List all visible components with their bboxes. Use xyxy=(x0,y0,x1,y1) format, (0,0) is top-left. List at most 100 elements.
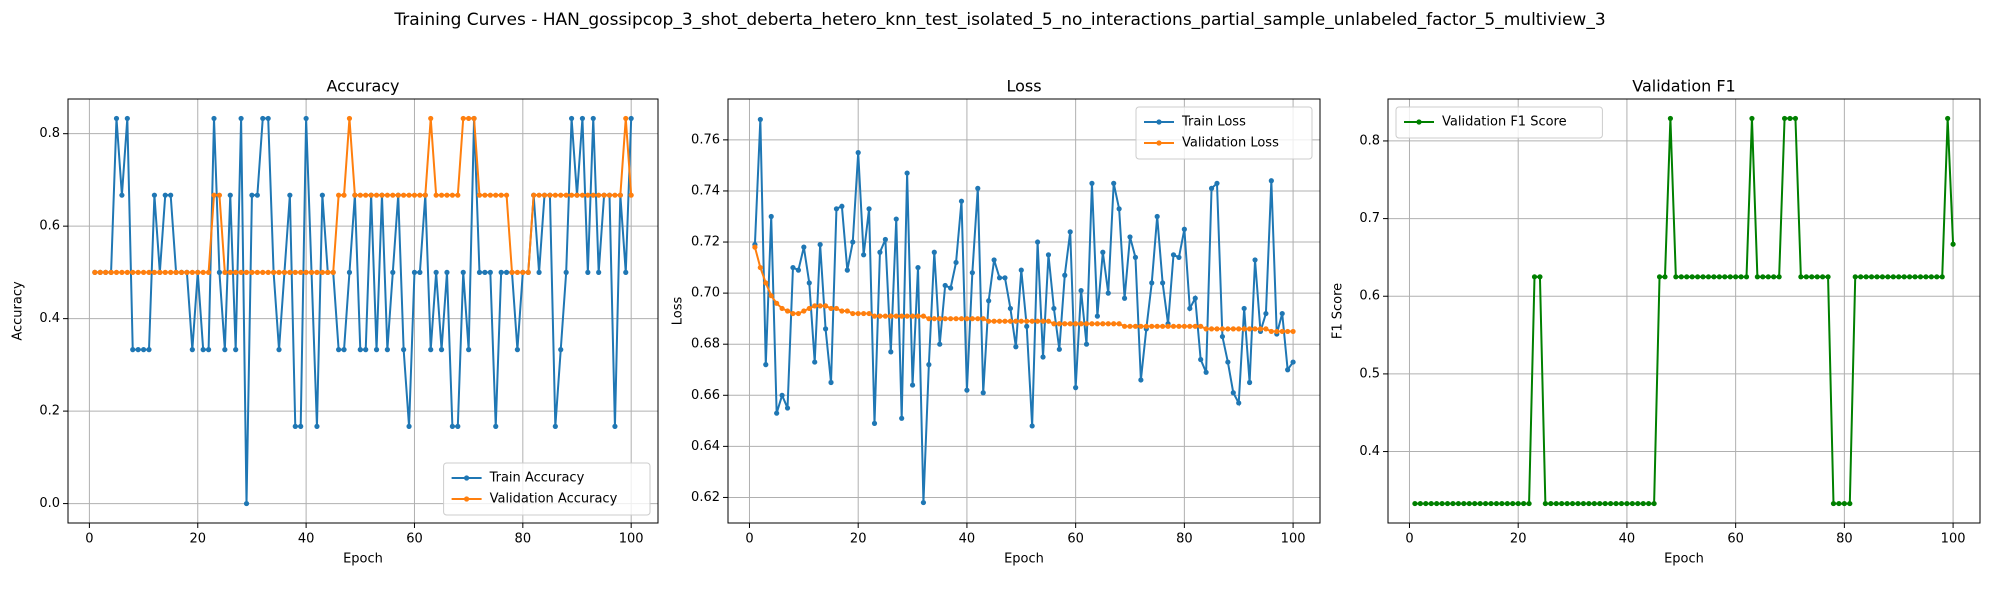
data-point xyxy=(563,269,569,275)
data-point xyxy=(1450,500,1456,507)
data-point xyxy=(1002,275,1008,281)
data-point xyxy=(861,310,867,317)
data-point xyxy=(558,347,564,353)
data-point xyxy=(460,269,466,275)
legend: Train Loss Validation Loss xyxy=(1135,106,1313,160)
data-point xyxy=(319,192,325,198)
data-point xyxy=(227,269,233,275)
y-axis-label: Loss xyxy=(671,297,686,326)
data-point xyxy=(1160,323,1166,329)
data-point xyxy=(205,347,212,353)
data-point xyxy=(119,192,125,198)
data-point xyxy=(828,379,834,386)
data-point xyxy=(1073,385,1079,391)
data-point xyxy=(877,249,883,255)
data-point xyxy=(991,318,997,324)
data-point xyxy=(855,150,861,156)
data-point xyxy=(806,305,812,312)
data-point xyxy=(113,269,120,275)
data-point xyxy=(1472,500,1478,507)
data-point xyxy=(1781,115,1788,122)
data-point xyxy=(1154,323,1160,329)
data-point xyxy=(1939,274,1945,280)
data-point xyxy=(292,269,298,275)
data-point xyxy=(784,308,791,314)
data-point xyxy=(1274,328,1280,335)
data-point xyxy=(1132,323,1139,329)
data-point xyxy=(130,269,136,275)
data-point xyxy=(1279,310,1285,317)
data-point xyxy=(482,269,488,275)
y-tick-label: 0.70 xyxy=(691,286,720,301)
data-point xyxy=(531,192,537,198)
data-point xyxy=(1165,323,1171,329)
data-point xyxy=(1444,500,1451,507)
data-point xyxy=(1187,323,1193,329)
data-point xyxy=(1874,274,1880,280)
data-point xyxy=(774,300,780,306)
x-axis-label: Epoch xyxy=(343,552,383,567)
legend-marker xyxy=(1416,119,1422,125)
data-point xyxy=(1559,500,1565,507)
data-point xyxy=(801,308,807,314)
data-point xyxy=(1667,115,1674,122)
data-point xyxy=(417,269,423,275)
data-point xyxy=(1608,500,1614,507)
x-tick-label: 40 xyxy=(298,532,315,547)
data-point xyxy=(1809,274,1815,280)
data-point xyxy=(1705,274,1712,280)
y-tick-label: 0.7 xyxy=(1359,211,1380,226)
data-point xyxy=(466,115,472,122)
data-point xyxy=(108,269,114,275)
data-point xyxy=(601,192,607,198)
series-line xyxy=(753,119,1294,503)
series-line xyxy=(753,246,1294,333)
data-point xyxy=(833,305,840,312)
data-point xyxy=(260,269,266,275)
data-point xyxy=(1825,274,1831,280)
data-point xyxy=(768,293,774,299)
legend: Validation F1 Score xyxy=(1395,106,1603,139)
data-point xyxy=(757,264,763,271)
x-tick-label: 80 xyxy=(1176,532,1193,547)
data-point xyxy=(812,303,818,309)
data-point xyxy=(395,192,401,198)
x-tick-label: 40 xyxy=(959,532,976,547)
data-point xyxy=(1154,213,1160,220)
data-point xyxy=(287,192,293,198)
data-point xyxy=(1945,115,1951,122)
data-point xyxy=(969,316,975,322)
data-point xyxy=(536,192,542,198)
data-point xyxy=(596,192,602,198)
data-point xyxy=(1917,274,1924,280)
data-point xyxy=(352,192,358,198)
x-tick-label: 100 xyxy=(1941,532,1966,547)
data-point xyxy=(514,269,521,275)
data-point xyxy=(1624,500,1630,507)
data-point xyxy=(817,241,823,248)
data-point xyxy=(1412,500,1418,507)
series-line xyxy=(1414,117,1955,505)
x-axis-label: Epoch xyxy=(1664,552,1704,567)
data-point xyxy=(1618,500,1625,507)
data-point xyxy=(1510,500,1516,507)
data-point xyxy=(969,270,975,276)
x-axis-label: Epoch xyxy=(1004,552,1044,567)
data-point xyxy=(476,269,483,275)
data-point xyxy=(1466,500,1472,507)
data-point xyxy=(1094,313,1100,319)
data-point xyxy=(1279,328,1285,335)
data-point xyxy=(243,269,250,275)
data-point xyxy=(401,192,407,198)
data-point xyxy=(1923,274,1929,280)
data-point xyxy=(1138,323,1144,329)
data-point xyxy=(1132,254,1139,260)
data-point xyxy=(1716,274,1722,280)
data-point xyxy=(249,192,255,198)
data-point xyxy=(168,192,174,198)
data-point xyxy=(558,192,564,198)
data-point xyxy=(1034,318,1041,324)
data-point xyxy=(1252,257,1258,263)
data-point xyxy=(341,192,347,198)
